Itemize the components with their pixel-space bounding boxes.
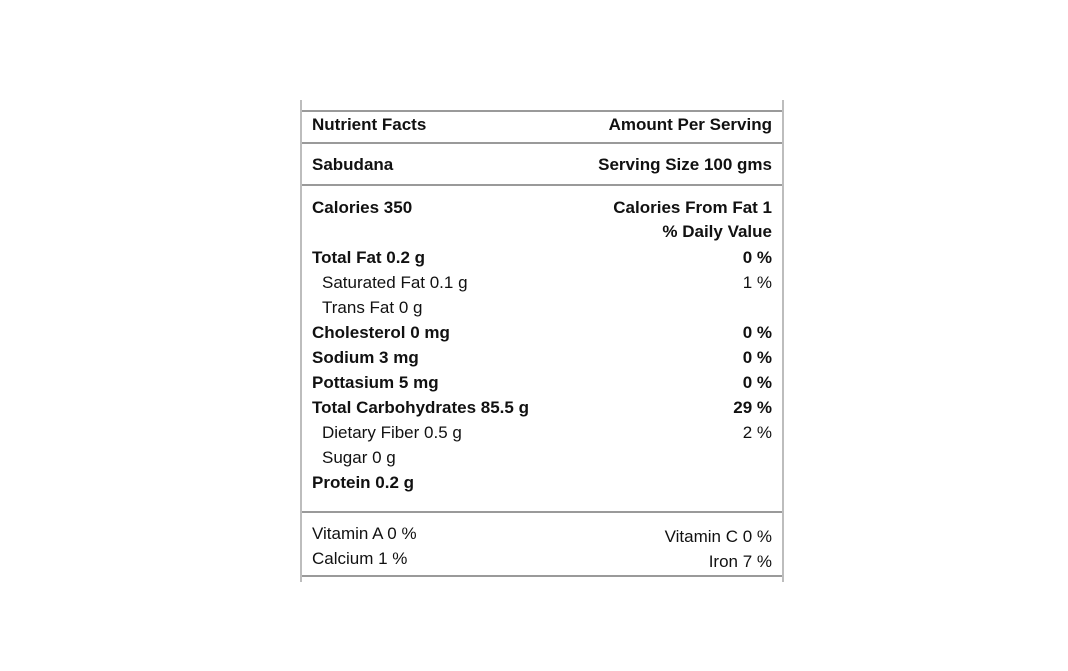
nutrient-label: Trans Fat 0 g <box>322 298 423 317</box>
panel-title: Nutrient Facts <box>312 115 427 134</box>
vitamin-label: Calcium 1 % <box>312 549 408 568</box>
calories-from-fat: Calories From Fat 1 <box>613 198 772 217</box>
calories-label: Calories 350 <box>312 198 413 217</box>
product-name: Sabudana <box>312 155 394 174</box>
amount-per-serving: Amount Per Serving <box>608 115 772 134</box>
nutrient-label: Saturated Fat 0.1 g <box>322 273 468 292</box>
nutrient-daily-value: 0 % <box>742 323 772 342</box>
vitamin-label: Iron 7 % <box>708 552 772 571</box>
serving-size: Serving Size 100 gms <box>598 155 772 174</box>
nutrient-label: Dietary Fiber 0.5 g <box>322 423 462 442</box>
nutrient-label: Total Fat 0.2 g <box>312 248 426 267</box>
divider <box>302 575 782 577</box>
nutrient-daily-value: 2 % <box>742 423 772 442</box>
nutrient-daily-value: 0 % <box>742 373 772 392</box>
nutrient-label: Cholesterol 0 mg <box>312 323 450 342</box>
nutrient-daily-value: 1 % <box>742 273 772 292</box>
vitamin-label: Vitamin C 0 % <box>664 527 772 546</box>
vitamin-label: Vitamin A 0 % <box>312 524 417 543</box>
nutrient-daily-value: 0 % <box>742 248 772 267</box>
nutrient-daily-value: 0 % <box>742 348 772 367</box>
nutrient-label: Sodium 3 mg <box>312 348 419 367</box>
nutrition-facts-panel: Nutrient Facts Amount Per Serving Sabuda… <box>300 100 784 582</box>
nutrient-daily-value: 29 % <box>733 398 772 417</box>
divider <box>302 142 782 144</box>
nutrient-label: Total Carbohydrates 85.5 g <box>312 398 529 417</box>
nutrient-label: Pottasium 5 mg <box>312 373 439 392</box>
nutrient-label: Protein 0.2 g <box>312 473 415 492</box>
daily-value-header: % Daily Value <box>662 222 772 241</box>
nutrient-label: Sugar 0 g <box>322 448 396 467</box>
divider <box>302 110 782 112</box>
divider <box>302 511 782 513</box>
divider <box>302 184 782 186</box>
